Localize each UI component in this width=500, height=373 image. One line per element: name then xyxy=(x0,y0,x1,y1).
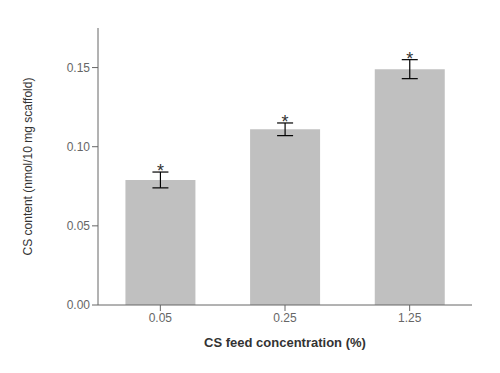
svg-text:0.05: 0.05 xyxy=(149,311,173,325)
svg-text:0.15: 0.15 xyxy=(67,61,91,75)
svg-text:CS content (nmol/10 mg scaffol: CS content (nmol/10 mg scaffold) xyxy=(21,78,35,256)
svg-text:*: * xyxy=(157,161,164,181)
svg-text:1.25: 1.25 xyxy=(398,311,422,325)
svg-text:CS feed concentration (%): CS feed concentration (%) xyxy=(204,335,366,350)
svg-text:0.25: 0.25 xyxy=(273,311,297,325)
svg-text:0.05: 0.05 xyxy=(67,219,91,233)
svg-text:0.00: 0.00 xyxy=(67,298,91,312)
svg-text:*: * xyxy=(406,49,413,69)
svg-text:0.10: 0.10 xyxy=(67,140,91,154)
svg-text:*: * xyxy=(282,112,289,132)
